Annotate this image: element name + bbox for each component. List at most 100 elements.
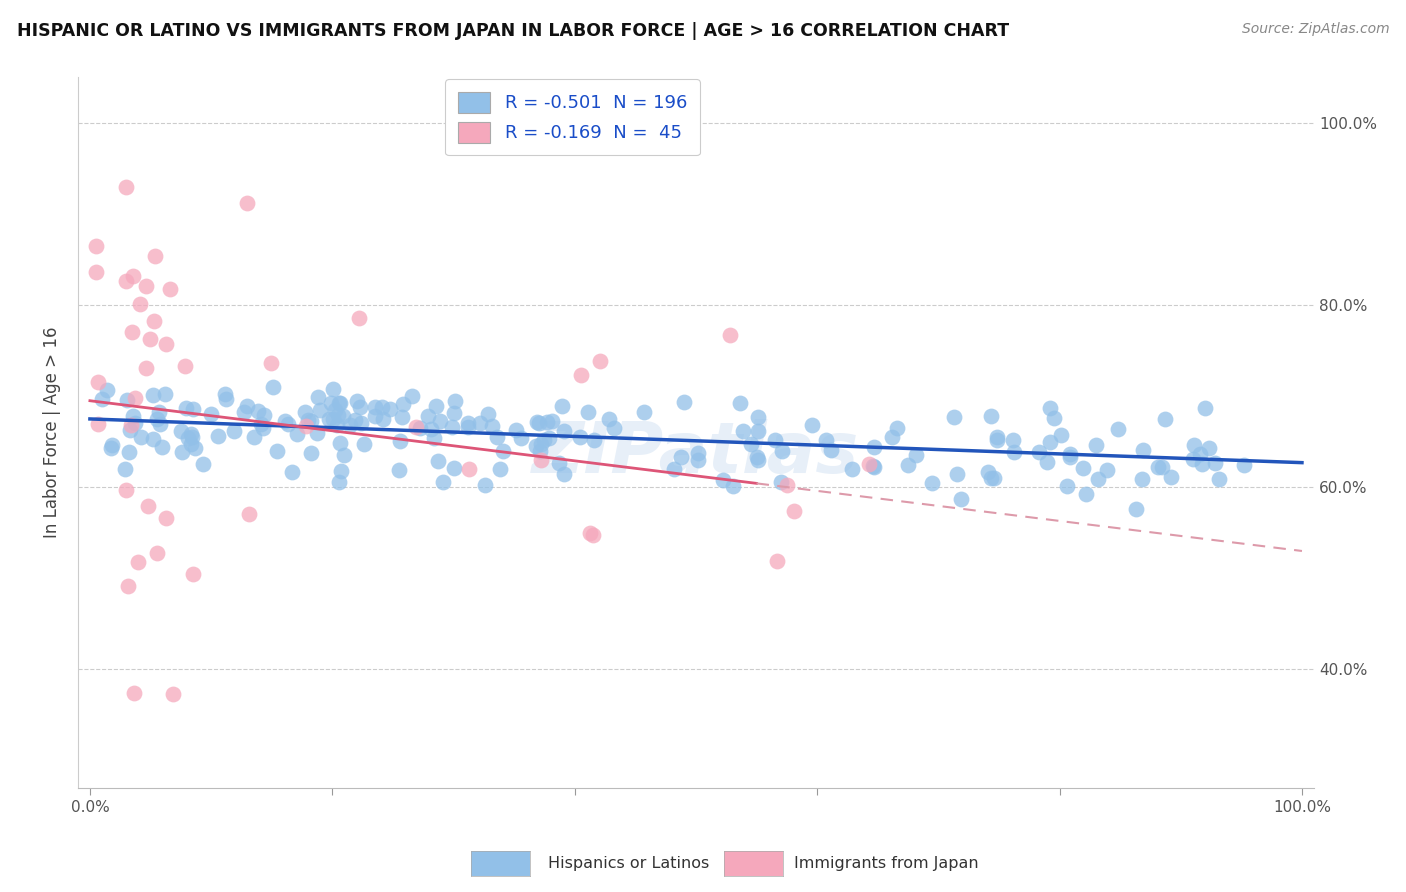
- Point: [146, 412, 169, 426]
- Point: [285, 427, 308, 442]
- Point: [858, 457, 880, 471]
- Point: [180, 437, 202, 451]
- Point: [353, 437, 375, 451]
- Point: [252, 420, 274, 434]
- Point: [84, 239, 107, 253]
- Point: [101, 438, 124, 452]
- Point: [307, 425, 329, 440]
- Point: [319, 396, 342, 410]
- Point: [633, 405, 655, 419]
- Point: [117, 392, 139, 407]
- Point: [425, 399, 447, 413]
- Point: [1182, 452, 1205, 467]
- Point: [388, 463, 411, 477]
- Text: Source: ZipAtlas.com: Source: ZipAtlas.com: [1241, 22, 1389, 37]
- Point: [238, 507, 260, 521]
- Point: [983, 471, 1005, 485]
- Point: [1036, 455, 1059, 469]
- Point: [143, 314, 166, 328]
- Point: [181, 567, 204, 582]
- Point: [91, 392, 114, 406]
- Point: [457, 416, 479, 430]
- Point: [86, 375, 108, 389]
- Point: [253, 408, 276, 422]
- Point: [371, 412, 394, 426]
- Point: [153, 386, 176, 401]
- Point: [378, 402, 401, 417]
- Point: [603, 421, 626, 435]
- Point: [389, 434, 412, 448]
- Point: [307, 390, 329, 404]
- Point: [426, 454, 449, 468]
- Point: [1150, 460, 1173, 475]
- Point: [318, 411, 340, 425]
- Point: [174, 401, 197, 415]
- Point: [536, 415, 558, 429]
- Point: [127, 555, 149, 569]
- Point: [193, 458, 215, 472]
- Point: [921, 476, 943, 491]
- Point: [1059, 447, 1081, 461]
- Point: [146, 546, 169, 560]
- Point: [1154, 412, 1177, 426]
- Point: [986, 434, 1008, 448]
- Point: [1132, 442, 1154, 457]
- Point: [1028, 445, 1050, 459]
- Point: [530, 453, 553, 467]
- Point: [322, 412, 344, 426]
- Point: [200, 407, 222, 421]
- Point: [1059, 450, 1081, 464]
- Point: [247, 404, 270, 418]
- Point: [177, 431, 200, 445]
- Point: [392, 397, 415, 411]
- Point: [481, 418, 503, 433]
- Point: [1074, 487, 1097, 501]
- Point: [443, 394, 465, 409]
- Point: [1095, 463, 1118, 477]
- Point: [118, 423, 141, 437]
- Point: [326, 408, 349, 422]
- Point: [747, 453, 769, 467]
- Point: [150, 440, 173, 454]
- Point: [443, 407, 465, 421]
- Point: [260, 356, 283, 370]
- Point: [181, 430, 204, 444]
- Point: [1084, 438, 1107, 452]
- Point: [1194, 401, 1216, 415]
- Point: [765, 554, 787, 568]
- Point: [880, 430, 903, 444]
- Point: [329, 396, 352, 410]
- Point: [139, 332, 162, 346]
- Point: [1189, 446, 1212, 460]
- Point: [441, 419, 464, 434]
- Point: [814, 434, 837, 448]
- Point: [747, 410, 769, 425]
- Point: [540, 414, 562, 428]
- Point: [323, 403, 346, 417]
- Point: [886, 421, 908, 435]
- Point: [142, 387, 165, 401]
- Point: [184, 442, 207, 456]
- Point: [308, 403, 330, 417]
- Point: [420, 422, 443, 436]
- Point: [977, 465, 1000, 479]
- Point: [527, 416, 550, 430]
- Point: [142, 432, 165, 446]
- Point: [740, 436, 762, 450]
- Point: [343, 412, 366, 426]
- Point: [863, 459, 886, 474]
- Point: [143, 249, 166, 263]
- Point: [364, 409, 387, 424]
- Point: [117, 444, 139, 458]
- Point: [569, 430, 592, 444]
- Point: [329, 436, 352, 450]
- Point: [747, 424, 769, 438]
- Point: [1107, 421, 1129, 435]
- Point: [578, 526, 600, 541]
- Point: [329, 465, 352, 479]
- Point: [122, 269, 145, 284]
- Y-axis label: In Labor Force | Age > 16: In Labor Force | Age > 16: [44, 326, 60, 539]
- Point: [326, 418, 349, 433]
- Point: [980, 409, 1002, 423]
- Point: [485, 430, 508, 444]
